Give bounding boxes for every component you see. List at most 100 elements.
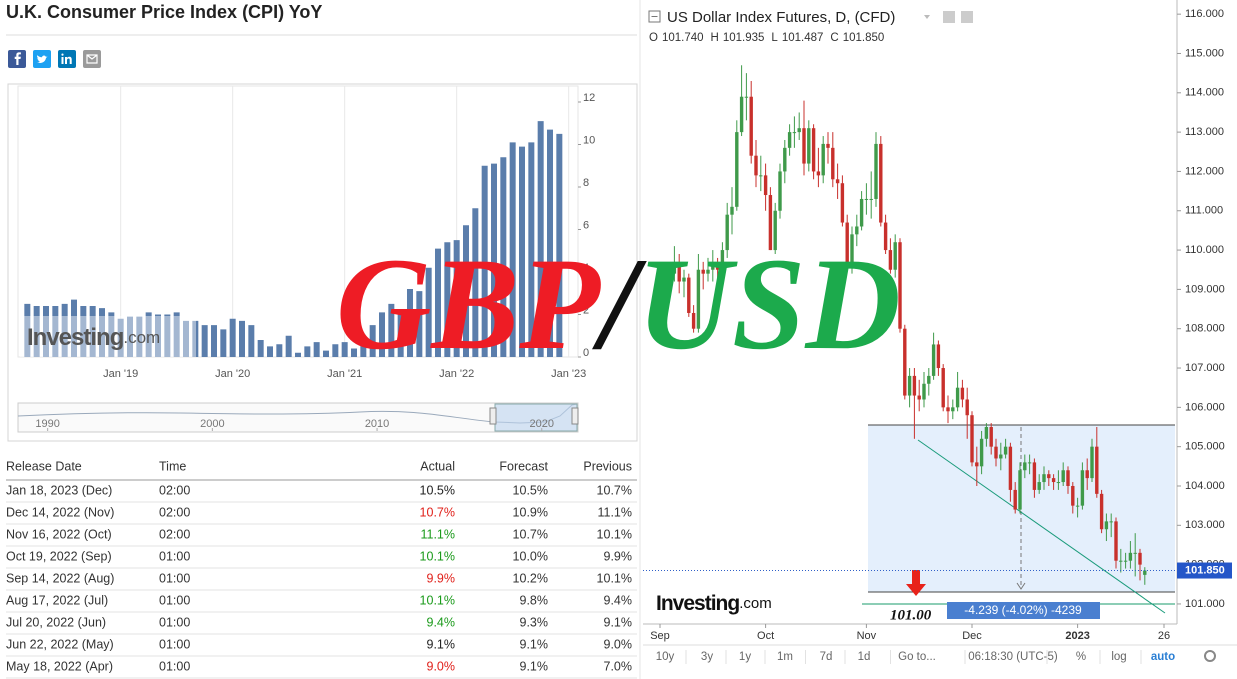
bar: [201, 325, 208, 357]
gear-icon[interactable]: [1204, 650, 1216, 662]
bar: [155, 314, 161, 357]
toolbar-button[interactable]: 3y: [701, 651, 713, 663]
bar: [360, 342, 367, 357]
toolbar-button[interactable]: log: [1111, 651, 1126, 663]
bar: [369, 325, 376, 357]
ohlc-legend-key: L: [771, 32, 778, 44]
navigator-label: 2000: [200, 418, 224, 430]
measure-arrowhead: [1016, 582, 1026, 590]
candle-body: [989, 427, 993, 447]
candle-body: [1114, 521, 1118, 561]
y-tick-label: 2: [583, 304, 589, 316]
price-tick-label: 114.000: [1185, 87, 1224, 99]
x-tick-label: Jan '23: [551, 368, 586, 380]
price-tick-label: 115.000: [1185, 47, 1224, 59]
candle-body: [840, 183, 845, 223]
candle-body: [960, 387, 965, 400]
table-cell: 9.9%: [604, 549, 633, 563]
overlay-part: USD: [637, 230, 901, 377]
candle-body: [1047, 474, 1051, 479]
bar: [192, 320, 199, 357]
toolbar-button[interactable]: 1y: [739, 651, 751, 663]
bar: [491, 163, 497, 357]
candle-body: [864, 198, 869, 200]
candle-body: [1061, 470, 1065, 483]
candle-body: [845, 222, 849, 266]
candle-body: [869, 198, 873, 200]
table-cell: 10.7%: [597, 483, 632, 497]
bar: [304, 346, 311, 357]
navigator: [17, 402, 579, 433]
table-cell: Sep 14, 2022 (Aug): [6, 571, 114, 585]
table-cell: 01:00: [159, 659, 190, 673]
toolbar-button[interactable]: 1m: [777, 651, 793, 663]
price-tick-label: 112.000: [1185, 165, 1224, 177]
toolbar-button[interactable]: Go to...: [898, 651, 936, 663]
candle-body: [706, 269, 710, 274]
toolbar-button[interactable]: 06:18:30 (UTC-5): [968, 651, 1058, 663]
overlay-part: GBP: [336, 230, 601, 377]
candle-body: [811, 128, 816, 172]
candle-body: [1066, 470, 1070, 486]
table-cell: 11.1%: [420, 527, 455, 541]
bar: [416, 291, 423, 357]
share-buttons: [8, 50, 101, 68]
ohlc-legend-key: O: [649, 32, 658, 44]
y-tick-label: 12: [583, 92, 595, 104]
bar: [341, 342, 348, 357]
collapse-icon[interactable]: [648, 10, 661, 23]
bar: [435, 248, 441, 357]
candle-body: [903, 328, 907, 396]
bar: [388, 303, 395, 357]
settings-icon[interactable]: [943, 11, 955, 23]
candle-body: [715, 265, 720, 270]
table-cell: 02:00: [159, 483, 190, 497]
navigator-handle[interactable]: [489, 407, 497, 425]
target-arrow: [906, 570, 926, 596]
candle-body: [1099, 493, 1104, 530]
table-cell: 9.1%: [520, 637, 549, 651]
time-tick-label: Nov: [857, 630, 877, 642]
table-cell: Nov 16, 2022 (Oct): [6, 527, 112, 541]
price-tick-label: 109.000: [1185, 283, 1225, 295]
bar: [444, 242, 451, 357]
table-cell: 01:00: [159, 637, 190, 651]
bar: [33, 306, 40, 357]
candle-body: [1123, 560, 1128, 562]
candle-body: [701, 269, 705, 274]
table-cell: 10.9%: [513, 505, 548, 519]
share-twitter-glyph: [37, 55, 48, 63]
toolbar-button[interactable]: %: [1076, 651, 1086, 663]
settings-icon[interactable]: [961, 11, 973, 23]
candle-body: [922, 383, 926, 400]
bar: [425, 267, 432, 357]
toolbar-button[interactable]: 7d: [820, 651, 833, 663]
table-cell: 01:00: [159, 571, 190, 585]
bar: [453, 240, 460, 357]
dropdown-icon[interactable]: [924, 15, 930, 19]
candle-body: [1104, 521, 1109, 530]
toolbar-button[interactable]: 1d: [858, 651, 871, 663]
candle-body: [831, 147, 835, 180]
table-cell: 9.4%: [427, 615, 456, 629]
candle-body: [1027, 462, 1032, 464]
navigator-handle[interactable]: [571, 407, 579, 425]
price-tick-label: 108.000: [1185, 323, 1225, 335]
bar: [127, 316, 133, 357]
bar: [145, 312, 152, 357]
candle-body: [1085, 470, 1089, 479]
price-tick-label: 113.000: [1185, 126, 1224, 138]
bar: [99, 308, 105, 357]
candle-body: [821, 143, 825, 176]
table-cell: 7.0%: [604, 659, 633, 673]
candle-body: [711, 265, 715, 270]
last-price-tag: [1177, 562, 1232, 579]
toolbar-button[interactable]: 10y: [656, 651, 675, 663]
ohlc-legend: O 101.740 H 101.935 L 101.487 C 101.850: [649, 32, 884, 44]
toolbar-button[interactable]: auto: [1151, 651, 1175, 663]
ohlc-legend-value: 101.935: [723, 32, 765, 44]
navigator-label: 1990: [35, 418, 59, 430]
candle-body: [859, 198, 864, 227]
ohlc-legend-value: 101.487: [782, 32, 824, 44]
bar: [80, 306, 87, 357]
